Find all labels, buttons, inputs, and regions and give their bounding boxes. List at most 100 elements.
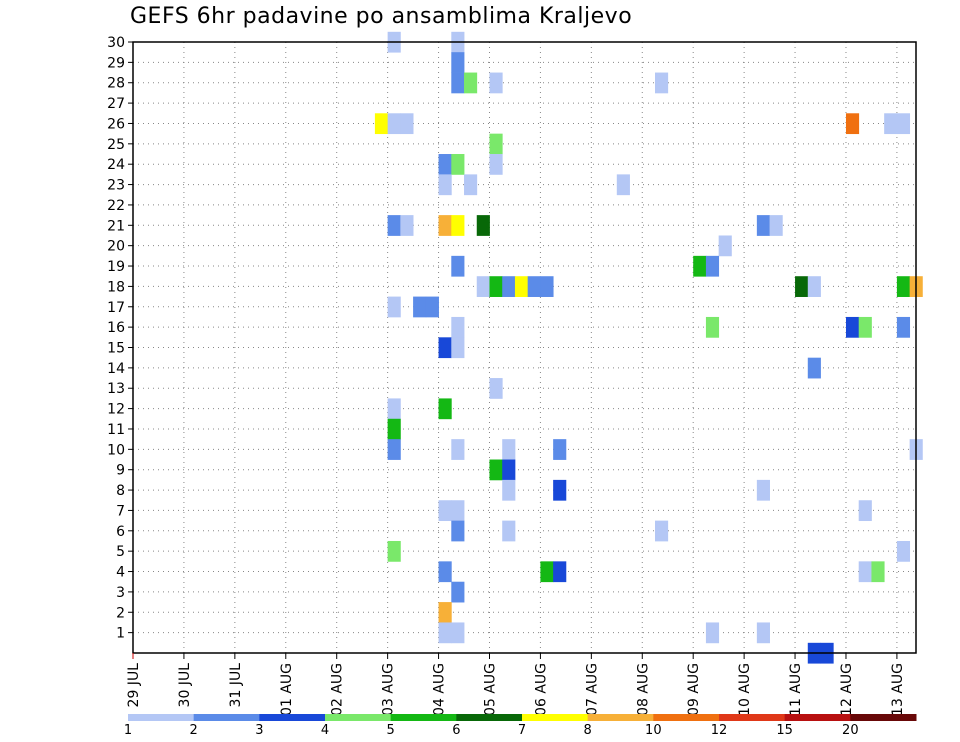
x-tick-label: 03 AUG [381,663,397,716]
x-tick-label: 31 JUL [228,663,244,708]
y-tick-label: 15 [107,341,125,357]
precip-cell [540,276,554,297]
precip-cell [413,296,427,318]
precip-cell [655,72,669,94]
precip-cell [896,316,911,338]
x-tick-label: 07 AUG [584,663,600,716]
legend-swatch [193,714,260,721]
legend-label: 20 [842,723,859,738]
y-tick-label: 10 [107,442,125,458]
y-tick-label: 3 [116,585,125,601]
x-tick-label: 09 AUG [686,663,702,716]
precip-cell [553,479,567,501]
x-tick-label: 30 JUL [177,663,193,708]
precip-cell [438,602,452,623]
precip-cell [451,154,465,175]
precip-cell [756,622,770,644]
y-tick-label: 5 [116,544,125,560]
legend-label: 4 [321,723,329,738]
y-tick-label: 11 [107,422,125,438]
precip-cell [616,174,630,196]
x-tick-label: 12 AUG [839,663,855,716]
precip-cell [718,235,732,257]
legend-label: 3 [255,723,263,738]
precip-cell [489,459,503,481]
precip-cell [769,215,783,236]
precip-cell [451,215,465,236]
y-tick-label: 23 [107,178,125,194]
precip-cell [438,500,452,522]
legend-label: 6 [452,723,460,738]
precip-cell [858,561,872,583]
precip-cell [451,72,465,94]
precip-cell [387,418,401,440]
precip-cell [438,154,452,175]
y-tick-label: 13 [107,381,125,397]
y-tick-label: 2 [116,605,125,621]
x-tick-label: 06 AUG [533,663,549,716]
precip-cell [502,479,516,501]
precip-cell [451,622,465,644]
y-tick-label: 26 [107,116,125,132]
y-tick-label: 17 [107,300,125,316]
x-tick-label: 11 AUG [788,663,804,716]
precip-cell [387,398,401,420]
precip-cell [845,113,860,135]
precip-cell [387,215,401,236]
y-tick-label: 7 [116,503,125,519]
legend-swatch [390,714,457,721]
precip-cell [845,316,860,338]
precip-cell [705,255,720,277]
y-tick-label: 9 [116,463,125,479]
legend-label: 1 [124,723,132,738]
precip-cell [705,622,720,644]
precip-cell [756,479,770,501]
precip-cell [693,255,707,277]
y-tick-label: 29 [107,55,125,71]
x-tick-label: 08 AUG [635,663,651,716]
precip-cell [858,316,872,338]
x-tick-label: 05 AUG [482,663,498,716]
precip-cell [884,113,898,135]
y-tick-label: 20 [107,239,125,255]
y-tick-label: 21 [107,218,125,234]
precip-cell [489,72,503,94]
precip-cell [451,520,465,542]
legend-swatch [784,714,851,721]
legend-swatch [325,714,392,721]
y-tick-label: 6 [116,524,125,540]
precip-cell [795,276,809,297]
precip-cell [896,276,911,297]
precip-cell [387,113,401,135]
x-tick-label: 10 AUG [737,663,753,716]
precip-cell [807,357,821,379]
precip-cell [489,276,503,297]
precip-cell [400,215,414,236]
precip-cell [387,296,401,318]
precip-cell [756,215,770,236]
precip-cell [400,113,414,135]
legend-swatch [259,714,326,721]
precip-cell [438,337,452,359]
precip-cell [705,316,720,338]
precip-cell [502,439,516,460]
precip-cell [502,459,516,481]
precip-cell [451,255,465,277]
legend-label: 5 [387,723,395,738]
precip-cell [540,561,554,583]
y-tick-label: 14 [107,361,125,377]
precip-cell [438,561,452,583]
precip-cell [451,581,465,603]
x-tick-label: 04 AUG [432,663,448,716]
y-tick-label: 27 [107,96,125,112]
precip-cell [374,113,389,135]
x-tick-label: 13 AUG [890,663,906,716]
precip-cell [451,52,465,73]
precip-cell [896,540,911,562]
legend-label: 7 [518,723,526,738]
y-tick-label: 8 [116,483,125,499]
y-tick-label: 4 [116,565,125,581]
precip-cell [489,133,503,155]
x-tick-label: 02 AUG [330,663,346,716]
